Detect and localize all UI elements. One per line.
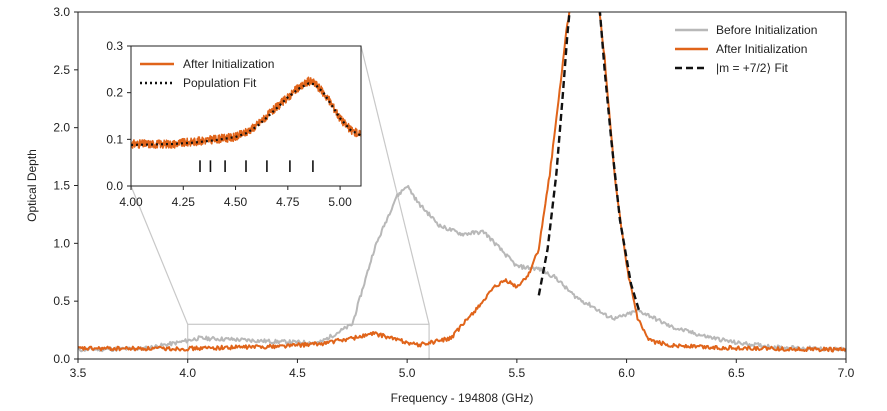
legend-label-2: |m = +7/2⟩ Fit bbox=[716, 61, 788, 75]
y-tick-label: 2.0 bbox=[53, 121, 70, 135]
x-tick-label: 6.0 bbox=[618, 366, 635, 380]
x-tick-label: 5.0 bbox=[399, 366, 416, 380]
legend-label-0: Before Initialization bbox=[716, 23, 817, 37]
inset-y-tick-label: 0.1 bbox=[106, 132, 123, 146]
main-series-0 bbox=[78, 184, 846, 353]
y-tick-label: 0.0 bbox=[53, 352, 70, 366]
x-tick-label: 3.5 bbox=[70, 366, 87, 380]
x-tick-label: 7.0 bbox=[838, 366, 855, 380]
inset-legend-label-1: Population Fit bbox=[183, 76, 257, 90]
y-tick-label: 0.5 bbox=[53, 294, 70, 308]
x-tick-label: 4.5 bbox=[289, 366, 306, 380]
inset-y-tick-label: 0.2 bbox=[106, 86, 123, 100]
legend-label-1: After Initialization bbox=[716, 42, 807, 56]
zoom-connector-right bbox=[360, 45, 430, 325]
inset-series-group bbox=[131, 76, 361, 149]
x-tick-label: 6.5 bbox=[728, 366, 745, 380]
inset-x-tick-label: 4.00 bbox=[119, 195, 143, 209]
inset-x-tick-label: 4.25 bbox=[172, 195, 196, 209]
inset-chart: 4.00 4.25 4.50 4.75 5.00 0.0 0.1 0.2 0.3 After In… bbox=[106, 39, 362, 209]
y-tick-label: 1.0 bbox=[53, 236, 70, 250]
inset-y-tick-label: 0.0 bbox=[106, 179, 123, 193]
y-axis-label: Optical Depth bbox=[25, 149, 39, 222]
x-tick-label: 4.0 bbox=[179, 366, 196, 380]
inset-series-1 bbox=[131, 82, 361, 147]
y-tick-label: 3.0 bbox=[53, 5, 70, 19]
x-tick-label: 5.5 bbox=[509, 366, 526, 380]
inset-x-tick-label: 4.75 bbox=[276, 195, 300, 209]
x-axis-label: Frequency - 194808 (GHz) bbox=[391, 391, 534, 405]
inset-legend-label-0: After Initialization bbox=[183, 57, 274, 71]
inset-y-tick-label: 0.3 bbox=[106, 39, 123, 53]
inset-x-tick-label: 5.00 bbox=[328, 195, 352, 209]
inset-series-0 bbox=[131, 76, 361, 149]
zoom-connector-left bbox=[130, 185, 189, 325]
main-legend: Before Initialization After Initializatio… bbox=[675, 23, 817, 75]
main-series-2 bbox=[537, 12, 641, 314]
main-series-1 bbox=[78, 12, 846, 353]
inset-x-tick-label: 4.50 bbox=[224, 195, 248, 209]
y-tick-label: 2.5 bbox=[53, 63, 70, 77]
inset-frame bbox=[130, 45, 362, 187]
y-tick-label: 1.5 bbox=[53, 179, 70, 193]
